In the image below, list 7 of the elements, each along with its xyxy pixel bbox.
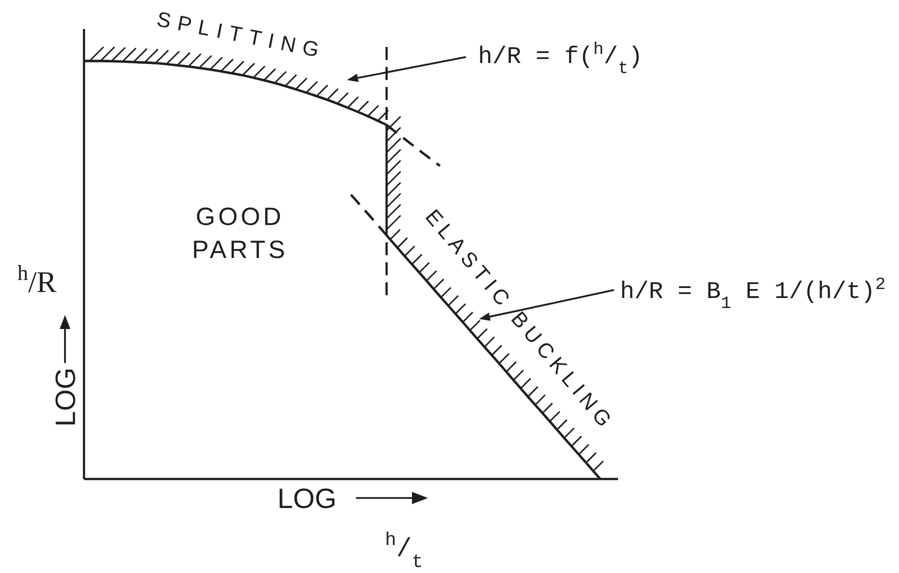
text: h/R = B$_{1}$ E 1/(h/t)$^{2}$ <box>620 276 886 314</box>
y-axis-title: $^{h}$/R <box>17 261 57 299</box>
annotation: GOOD PARTS <box>192 203 288 264</box>
text: LOG <box>277 483 337 514</box>
annotation: h/R = f($^{h}$/$_{t}$) <box>478 40 643 78</box>
x-axis-title: $^{h}$/$_{t}$ <box>384 529 424 573</box>
text: LOG <box>50 367 81 427</box>
